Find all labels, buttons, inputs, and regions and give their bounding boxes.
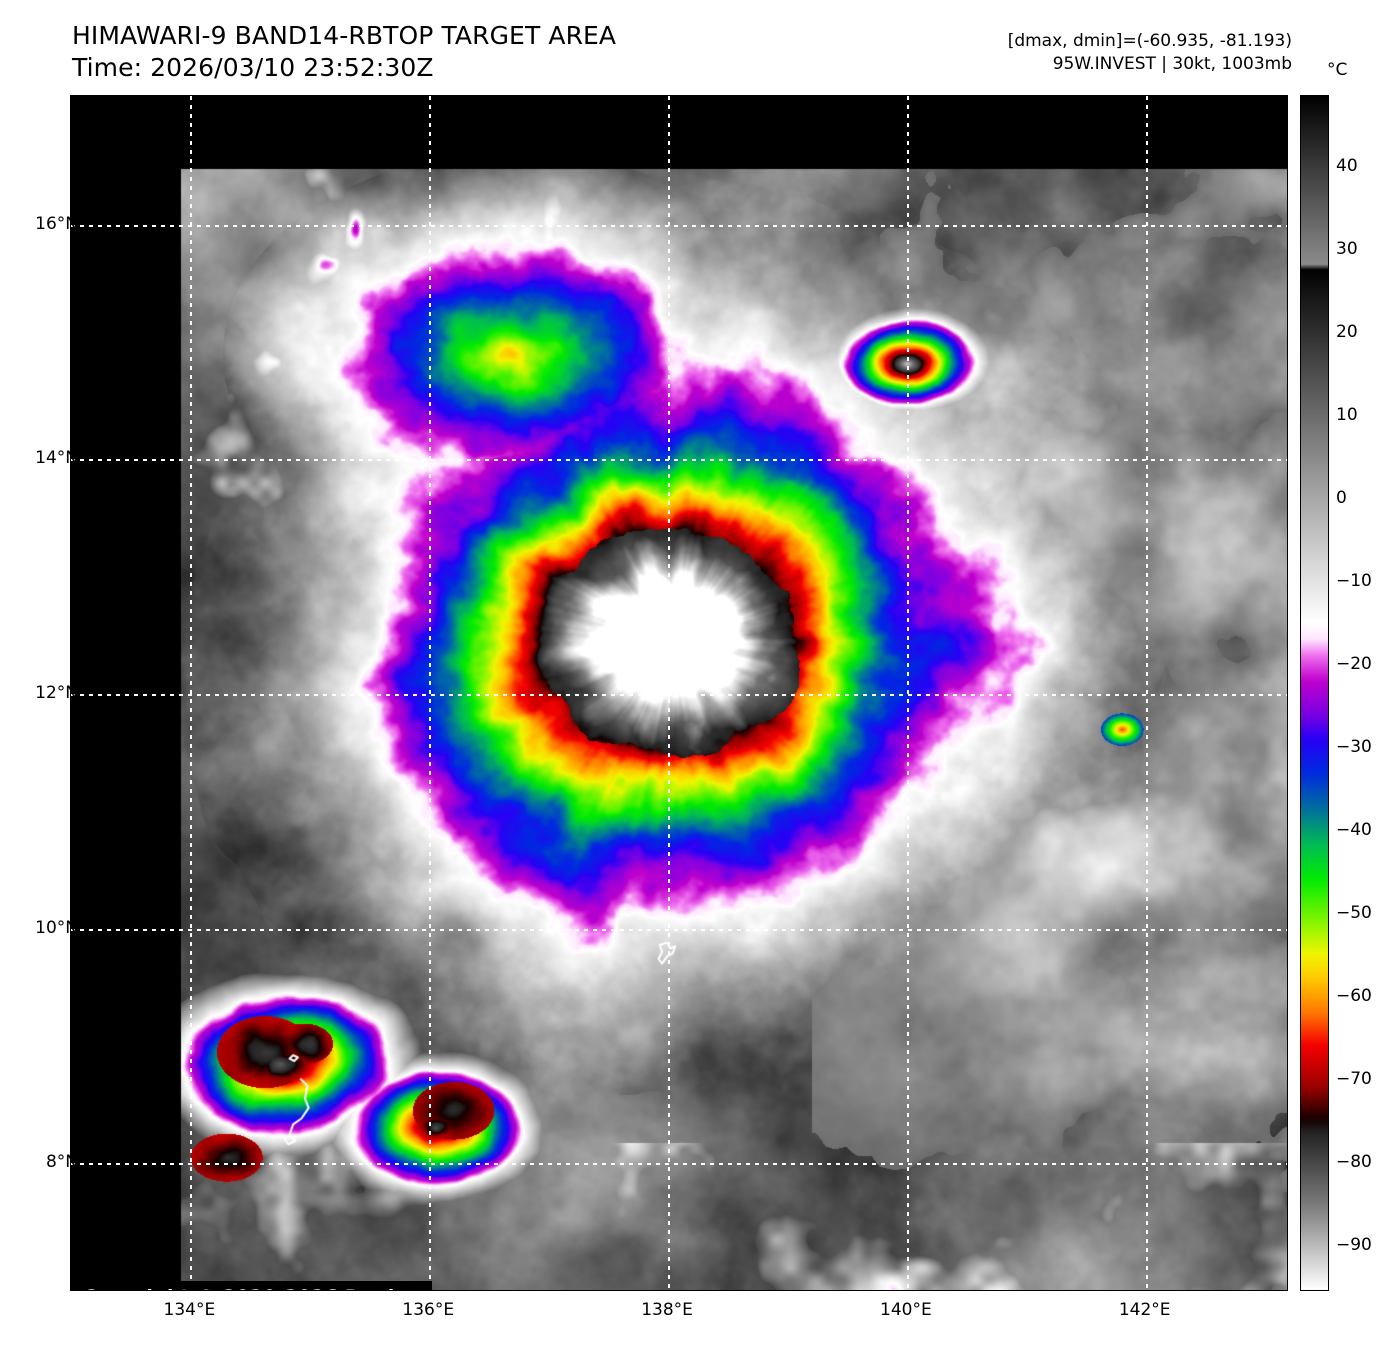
colorbar-gradient (1301, 96, 1328, 1290)
satellite-image-plot[interactable]: Copyright © 2020-2026 Dapiya (70, 95, 1288, 1291)
lon-tick-140: 140°E (880, 1300, 932, 1320)
colorbar[interactable] (1300, 95, 1329, 1291)
storm-info-label: 95W.INVEST | 30kt, 1003mb (1052, 53, 1292, 74)
lon-tick-136: 136°E (402, 1300, 455, 1320)
satellite-raster (71, 96, 1287, 1290)
colorbar-tick-minus30: −30 (1336, 736, 1372, 757)
colorbar-tick-minus90: −90 (1336, 1235, 1372, 1256)
colorbar-tick-20: 20 (1336, 321, 1358, 342)
dmax-dmin-label: [dmax, dmin]=(-60.935, -81.193) (1007, 31, 1292, 51)
colorbar-tick-minus40: −40 (1336, 820, 1372, 841)
colorbar-tick-minus10: −10 (1336, 570, 1372, 591)
lat-tick-14: 14°N (35, 448, 78, 469)
brightness-temperature-field (71, 96, 1287, 1290)
lon-tick-138: 138°E (641, 1300, 693, 1320)
colorbar-tick-minus20: −20 (1336, 653, 1372, 674)
timestamp: Time: 2026/03/10 23:52:30Z (72, 52, 434, 82)
lat-tick-12: 12°N (35, 683, 78, 703)
lat-tick-8: 8°N (45, 1152, 78, 1173)
colorbar-tick-minus70: −70 (1336, 1069, 1372, 1090)
colorbar-tick-30: 30 (1336, 238, 1358, 259)
colorbar-tick-10: 10 (1336, 404, 1358, 425)
colorbar-tick-minus80: −80 (1336, 1152, 1372, 1173)
colorbar-unit-label: °C (1327, 60, 1348, 80)
colorbar-tick-40: 40 (1336, 155, 1358, 176)
lon-tick-142: 142°E (1118, 1300, 1171, 1320)
title-block: HIMAWARI-9 BAND14-RBTOP TARGET AREA Time… (72, 20, 616, 83)
copyright-banner: Copyright © 2020-2026 Dapiya (71, 1281, 433, 1290)
page-title: HIMAWARI-9 BAND14-RBTOP TARGET AREA (72, 21, 617, 50)
colorbar-tick-minus60: −60 (1336, 986, 1372, 1007)
colorbar-tick-minus50: −50 (1336, 903, 1372, 924)
lat-tick-10: 10°N (35, 917, 78, 938)
metadata-block: [dmax, dmin]=(-60.935, -81.193) 95W.INVE… (1008, 30, 1292, 76)
lat-tick-16: 16°N (35, 213, 78, 234)
colorbar-tick-0: 0 (1336, 487, 1347, 508)
lon-tick-134: 134°E (163, 1300, 216, 1320)
